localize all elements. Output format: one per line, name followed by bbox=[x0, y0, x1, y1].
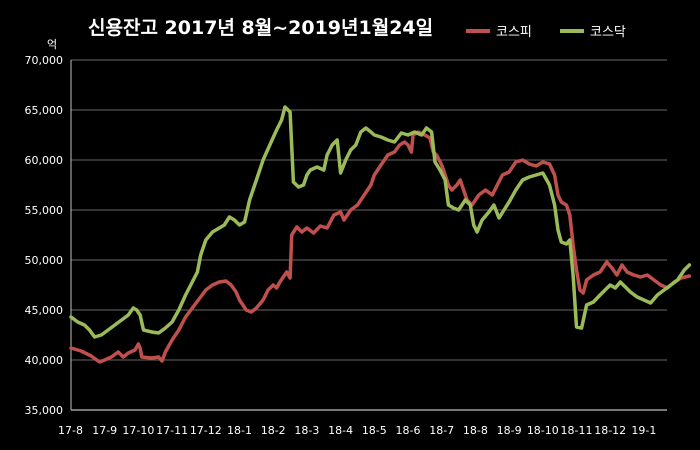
y-tick-label: 55,000 bbox=[25, 204, 64, 217]
legend-label-kosdaq: 코스닥 bbox=[590, 25, 626, 40]
y-axis-ticks: 35,000 40,000 45,000 50,000 55,000 60,000 65,0… bbox=[25, 54, 64, 417]
x-tick-label: 17-11 bbox=[156, 424, 188, 437]
y-tick-label: 45,000 bbox=[25, 304, 64, 317]
x-tick-label: 18-5 bbox=[362, 424, 387, 437]
x-tick-label: 17-8 bbox=[58, 424, 83, 437]
series-line-kospi bbox=[69, 130, 692, 364]
x-tick-label: 19-1 bbox=[631, 424, 656, 437]
x-tick-label: 18-7 bbox=[429, 424, 454, 437]
x-tick-label: 18-12 bbox=[594, 424, 626, 437]
legend: 코스피 코스닥 bbox=[466, 25, 626, 40]
x-tick-label: 18-11 bbox=[561, 424, 593, 437]
x-tick-label: 18-9 bbox=[497, 424, 522, 437]
y-tick-label: 60,000 bbox=[25, 154, 64, 167]
x-tick-label: 18-8 bbox=[463, 424, 488, 437]
x-tick-label: 18-1 bbox=[227, 424, 252, 437]
x-tick-label: 18-3 bbox=[294, 424, 319, 437]
y-axis-unit-label: 억 bbox=[47, 38, 57, 51]
y-tick-label: 50,000 bbox=[25, 254, 64, 267]
series-lines bbox=[69, 105, 692, 364]
y-tick-label: 70,000 bbox=[25, 54, 64, 67]
x-axis-ticks: 17-8 17-9 17-10 17-11 17-12 18-1 18-2 18-3 18-4 1… bbox=[58, 424, 656, 437]
x-tick-label: 17-10 bbox=[122, 424, 154, 437]
x-tick-label: 18-10 bbox=[527, 424, 559, 437]
x-tick-label: 17-9 bbox=[92, 424, 117, 437]
y-tick-label: 40,000 bbox=[25, 354, 64, 367]
x-tick-label: 18-4 bbox=[328, 424, 353, 437]
x-tick-label: 18-2 bbox=[261, 424, 286, 437]
x-tick-label: 18-6 bbox=[396, 424, 421, 437]
x-tick-label: 17-12 bbox=[190, 424, 222, 437]
y-tick-label: 35,000 bbox=[25, 404, 64, 417]
chart-title: 신용잔고 2017년 8월~2019년1월24일 bbox=[88, 17, 433, 39]
series-line-kosdaq bbox=[69, 105, 692, 339]
legend-label-kospi: 코스피 bbox=[496, 25, 532, 40]
y-tick-label: 65,000 bbox=[25, 104, 64, 117]
